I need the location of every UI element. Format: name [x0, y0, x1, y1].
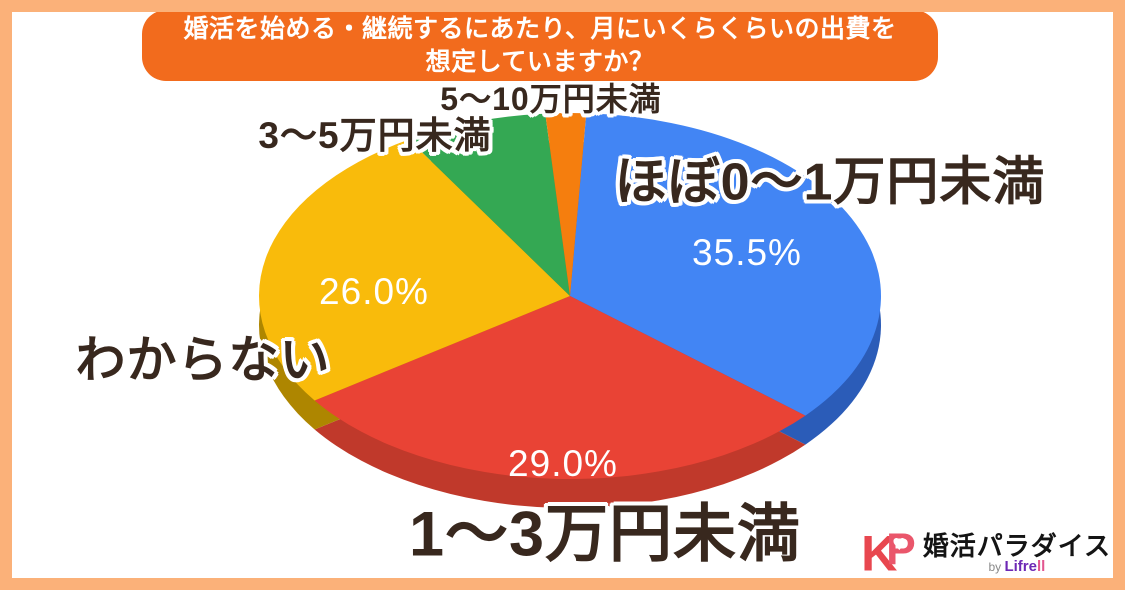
svg-text:P: P: [886, 525, 916, 574]
byline-lifrell: Lifre: [1004, 558, 1037, 575]
brand-byline: by Lifrell: [988, 558, 1046, 575]
brand-name: 婚活パラダイス: [922, 531, 1111, 561]
brand-logo: K P ♥ 婚活パラダイス by Lifrell: [863, 522, 1111, 578]
kp-heart-logo-icon: K P ♥: [863, 525, 916, 578]
svg-text:K: K: [863, 525, 897, 578]
svg-text:♥: ♥: [892, 535, 907, 554]
byline-by: by: [988, 560, 1005, 574]
byline-lifrell-tail: ll: [1036, 558, 1046, 575]
pie-slice-green: [408, 113, 570, 297]
title-line-2: 想定していますか？: [425, 47, 655, 76]
pie-slice-orange: [545, 112, 587, 296]
title-line-1: 婚活を始める・継続するにあたり、月にいくらくらいの出費を: [183, 14, 897, 43]
pie-slice-red: [314, 296, 806, 480]
logo-text: 婚活パラダイス by Lifrell: [923, 526, 1111, 574]
pie-slice-blue: [570, 113, 881, 416]
pie-slice-yellow: [258, 139, 570, 401]
title-banner: 婚活を始める・継続するにあたり、月にいくらくらいの出費を 想定していますか？: [142, 10, 938, 81]
